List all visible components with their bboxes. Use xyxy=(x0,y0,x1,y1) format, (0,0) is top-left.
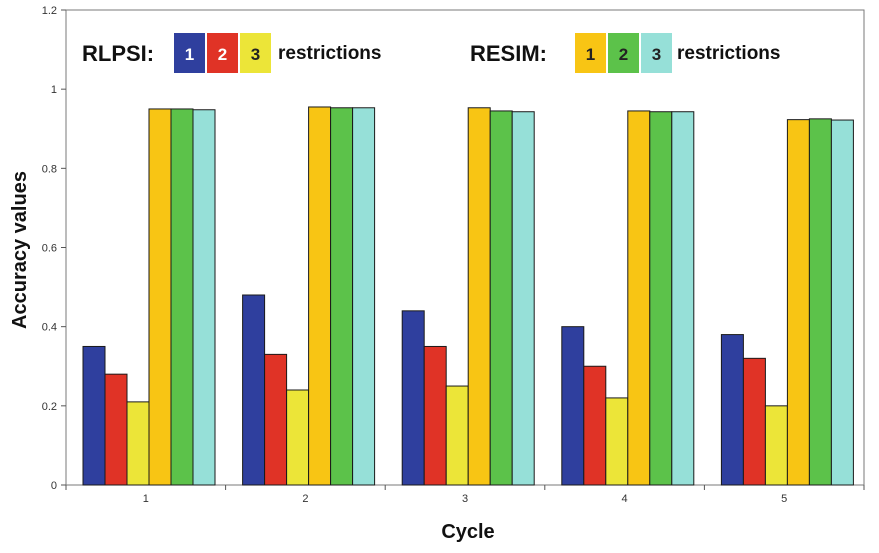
y-tick-label: 0 xyxy=(51,480,57,492)
legend-resim-title: RESIM: xyxy=(470,41,547,66)
bar-resim-1-cycle-1 xyxy=(148,108,172,486)
legend-swatch xyxy=(641,33,672,73)
x-axis-title: Cycle xyxy=(441,521,494,543)
bar-rlpsi-2-cycle-4 xyxy=(583,365,607,486)
y-tick-label: 1 xyxy=(51,84,57,96)
x-tick-label: 2 xyxy=(302,493,308,505)
bar-resim-2-cycle-5 xyxy=(808,118,832,486)
legend-restrictions-label: restrictions xyxy=(677,43,780,64)
legend-restrictions-label: restrictions xyxy=(278,43,381,64)
legend-number: 3 xyxy=(652,45,661,64)
bar-resim-3-cycle-1 xyxy=(192,109,216,486)
bar-resim-3-cycle-5 xyxy=(830,119,854,486)
legend-number: 1 xyxy=(185,45,194,64)
legend-number: 1 xyxy=(586,45,595,64)
x-tick-label: 3 xyxy=(462,493,468,505)
x-tick-label: 5 xyxy=(781,493,787,505)
bar-rlpsi-1-cycle-5 xyxy=(720,334,744,486)
bar-rlpsi-1-cycle-2 xyxy=(242,294,266,486)
tick-labels: 0 0.2 0.4 0.6 0.8 1 1.2 1 2 3 4 5 xyxy=(42,5,788,505)
bar-rlpsi-3-cycle-1 xyxy=(126,401,150,486)
bar-resim-2-cycle-3 xyxy=(489,110,513,486)
bar-resim-1-cycle-2 xyxy=(308,106,332,486)
legend-swatch xyxy=(240,33,271,73)
bar-rlpsi-2-cycle-2 xyxy=(264,353,288,486)
bar-resim-2-cycle-2 xyxy=(330,107,354,486)
bar-rlpsi-2-cycle-3 xyxy=(423,345,447,486)
bar-resim-1-cycle-5 xyxy=(786,119,810,486)
y-tick-label: 0.8 xyxy=(42,163,57,175)
bar-rlpsi-3-cycle-5 xyxy=(764,405,788,486)
legend: RLPSI: 1 2 3 restrictions RESIM: 1 2 3 restrictio… xyxy=(82,33,780,73)
bar-resim-3-cycle-2 xyxy=(352,107,376,486)
y-tick-label: 0.6 xyxy=(42,243,57,255)
bar-resim-3-cycle-4 xyxy=(671,111,695,486)
bar-resim-3-cycle-3 xyxy=(511,111,535,486)
y-tick-label: 0.2 xyxy=(42,401,57,413)
x-tick-label: 4 xyxy=(622,493,628,505)
bar-resim-1-cycle-3 xyxy=(467,107,491,486)
bar-rlpsi-1-cycle-3 xyxy=(401,310,425,486)
y-tick-label: 0.4 xyxy=(42,322,57,334)
bar-resim-1-cycle-4 xyxy=(627,110,651,486)
legend-number: 2 xyxy=(619,45,628,64)
legend-swatch xyxy=(575,33,606,73)
bar-rlpsi-1-cycle-1 xyxy=(82,345,106,486)
bar-rlpsi-3-cycle-4 xyxy=(605,397,629,486)
x-tick-label: 1 xyxy=(143,493,149,505)
bar-rlpsi-3-cycle-2 xyxy=(286,389,310,486)
bar-rlpsi-2-cycle-5 xyxy=(742,357,766,486)
legend-number: 2 xyxy=(218,45,227,64)
bar-rlpsi-2-cycle-1 xyxy=(104,373,128,486)
legend-swatch xyxy=(207,33,238,73)
legend-rlpsi-title: RLPSI: xyxy=(82,41,154,66)
bar-rlpsi-3-cycle-3 xyxy=(445,385,469,486)
bar-resim-2-cycle-1 xyxy=(170,108,194,486)
bars xyxy=(82,106,854,486)
y-axis-title: Accuracy values xyxy=(9,171,31,329)
legend-number: 3 xyxy=(251,45,260,64)
legend-swatch xyxy=(174,33,205,73)
y-tick-label: 1.2 xyxy=(42,5,57,17)
legend-swatch xyxy=(608,33,639,73)
bar-resim-2-cycle-4 xyxy=(649,111,673,486)
bar-rlpsi-1-cycle-4 xyxy=(561,326,585,486)
